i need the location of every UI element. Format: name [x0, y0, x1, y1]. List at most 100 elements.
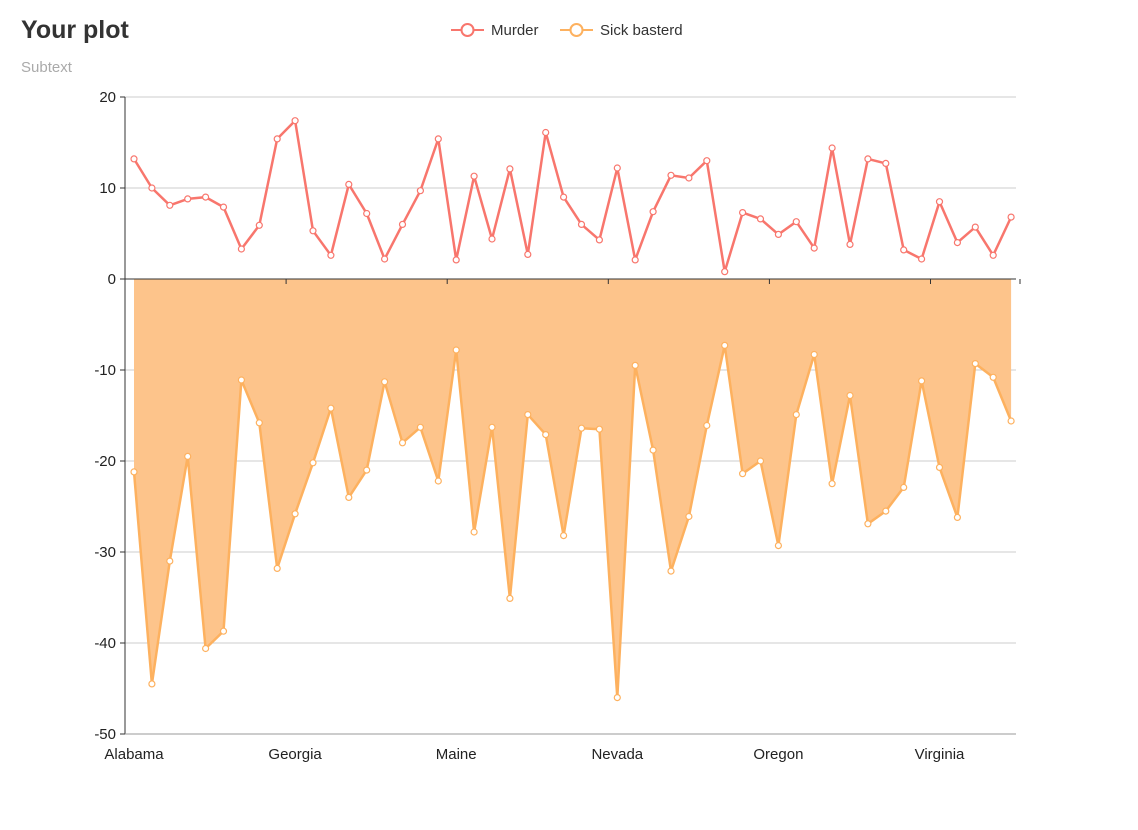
- sick-basterd-point: [953, 513, 962, 522]
- legend-item-murder[interactable]: Murder: [451, 22, 539, 39]
- murder-point: [846, 240, 854, 248]
- legend-label-sick-basterd: Sick basterd: [600, 22, 683, 39]
- sick-basterd-point: [721, 341, 729, 349]
- sick-basterd-point: [542, 431, 550, 439]
- murder-point: [291, 117, 299, 125]
- murder-point: [631, 256, 639, 264]
- sick-basterd-point: [756, 457, 765, 465]
- series-points: [130, 117, 1015, 702]
- sick-basterd-point: [166, 557, 174, 565]
- sick-basterd-point: [703, 421, 711, 430]
- sick-basterd-point: [202, 644, 210, 653]
- murder-line: [132, 119, 1013, 273]
- murder-point: [273, 135, 281, 143]
- murder-point: [381, 255, 389, 263]
- murder-point: [882, 159, 890, 167]
- sick-basterd-point: [237, 376, 245, 384]
- x-tick-label: Maine: [436, 746, 477, 763]
- sick-basterd-point: [381, 378, 389, 386]
- murder-point: [810, 244, 818, 252]
- legend-item-sick-basterd[interactable]: Sick basterd: [560, 22, 683, 39]
- sick-basterd-point: [792, 411, 800, 419]
- murder-point: [488, 235, 496, 243]
- murder-point: [613, 164, 621, 172]
- murder-point: [542, 128, 550, 137]
- murder-point: [148, 184, 156, 192]
- legend[interactable]: Murder Sick basterd: [451, 22, 683, 39]
- murder-point: [935, 198, 944, 206]
- sick-basterd-point: [559, 531, 568, 540]
- sick-basterd-point: [291, 510, 299, 518]
- murder-point: [649, 208, 657, 216]
- sick-basterd-point: [148, 680, 156, 688]
- sick-basterd-point: [613, 693, 621, 702]
- sick-basterd-point: [971, 360, 979, 368]
- y-tick-label: -10: [94, 362, 116, 379]
- y-tick-label: 0: [108, 271, 116, 288]
- murder-point: [416, 187, 424, 195]
- murder-point: [595, 236, 604, 244]
- murder-point: [184, 195, 192, 203]
- sick-basterd-point: [130, 468, 138, 476]
- murder-point: [452, 256, 460, 264]
- x-tick-label: Oregon: [753, 746, 803, 763]
- sick-basterd-point: [595, 425, 604, 433]
- sick-basterd-point: [470, 528, 478, 536]
- sick-basterd-point: [667, 567, 675, 575]
- murder-point: [792, 218, 800, 226]
- murder-point: [345, 180, 353, 188]
- sick-basterd-point: [524, 411, 532, 419]
- sick-basterd-point: [577, 424, 586, 432]
- murder-point: [667, 171, 675, 179]
- sick-basterd-point: [273, 564, 281, 573]
- sick-basterd-point: [917, 377, 926, 385]
- murder-point: [327, 251, 335, 259]
- murder-point: [255, 221, 263, 229]
- y-tick-label: -30: [94, 544, 116, 561]
- sick-basterd-point: [900, 483, 908, 491]
- murder-point: [756, 215, 765, 223]
- murder-point: [864, 155, 872, 163]
- sick-basterd-point: [685, 512, 693, 521]
- murder-point: [953, 239, 962, 247]
- x-tick-label: Georgia: [268, 746, 322, 763]
- chart-title: Your plot: [21, 16, 129, 44]
- sick-basterd-area-fill: [134, 279, 1012, 698]
- sick-basterd-point: [935, 463, 944, 471]
- sick-basterd-point: [327, 404, 335, 412]
- axes: 20 10 0 -10 -20 -30 -40 -50 Alabama Georgia Maine N…: [94, 89, 1021, 763]
- x-tick-label: Alabama: [104, 746, 164, 763]
- sick-basterd-point: [882, 507, 890, 515]
- chart-subtitle: Subtext: [21, 59, 72, 76]
- murder-point: [398, 220, 407, 228]
- sick-basterd-point: [309, 459, 317, 467]
- murder-point: [434, 135, 442, 143]
- sick-basterd-point: [774, 541, 783, 550]
- sick-basterd-point: [184, 452, 192, 460]
- sick-basterd-point: [488, 423, 496, 431]
- x-tick-label: Nevada: [591, 746, 643, 763]
- y-tick-label: -20: [94, 453, 116, 470]
- murder-point: [363, 209, 371, 218]
- murder-point: [703, 157, 711, 165]
- sick-basterd-line: [132, 344, 1013, 699]
- murder-point: [828, 144, 836, 152]
- murder-point: [219, 203, 228, 211]
- murder-point: [309, 227, 317, 235]
- murder-point: [202, 193, 210, 201]
- sick-basterd-point: [363, 466, 371, 474]
- sick-basterd-point: [649, 446, 657, 454]
- sick-basterd-point: [810, 350, 818, 359]
- sick-basterd-point: [255, 419, 263, 427]
- series-lines: [132, 119, 1013, 699]
- murder-point: [989, 251, 997, 259]
- sick-basterd-point: [989, 373, 997, 381]
- sick-basterd-point: [416, 423, 424, 431]
- murder-point: [721, 268, 729, 276]
- sick-basterd-point: [452, 346, 460, 354]
- murder-point: [559, 193, 568, 201]
- legend-label-murder: Murder: [491, 22, 539, 39]
- y-tick-label: 10: [99, 180, 116, 197]
- sick-basterd-point: [864, 520, 872, 528]
- murder-point: [524, 250, 532, 258]
